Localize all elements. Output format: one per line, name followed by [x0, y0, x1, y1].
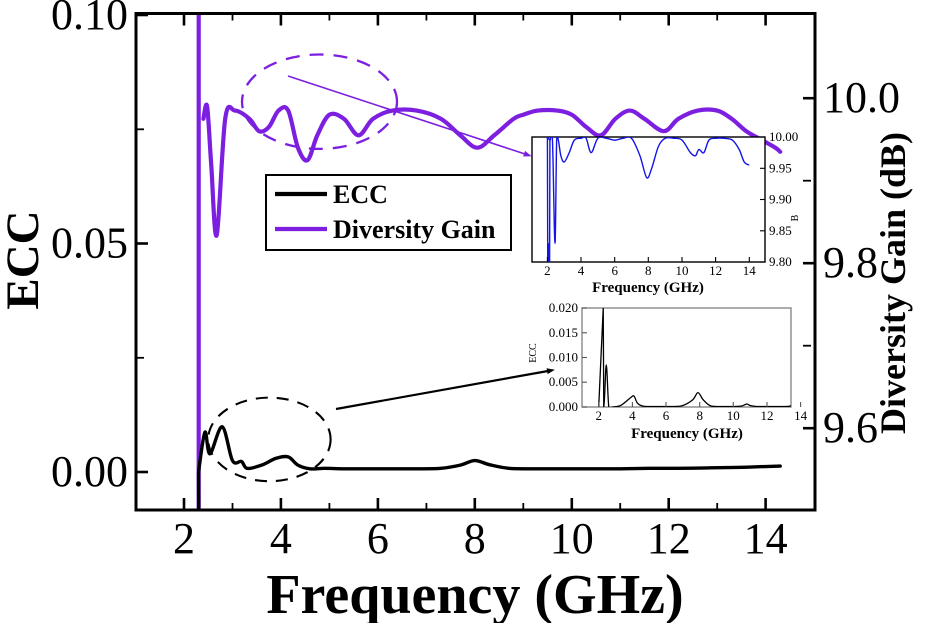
svg-text:2: 2: [595, 408, 602, 423]
svg-text:14: 14: [743, 263, 757, 278]
svg-text:8: 8: [464, 514, 486, 563]
svg-text:4: 4: [578, 263, 585, 278]
svg-text:Frequency (GHz): Frequency (GHz): [592, 280, 704, 296]
svg-text:0.015: 0.015: [549, 325, 578, 340]
svg-text:6: 6: [663, 408, 670, 423]
svg-text:8: 8: [696, 408, 703, 423]
svg-text:14: 14: [794, 408, 808, 423]
svg-text:9.80: 9.80: [769, 254, 792, 269]
svg-text:6: 6: [367, 514, 389, 563]
svg-text:Frequency (GHz): Frequency (GHz): [266, 564, 683, 623]
svg-text:10: 10: [550, 514, 594, 563]
svg-text:Diversity Gain (dB): Diversity Gain (dB): [873, 132, 913, 434]
svg-text:0.005: 0.005: [549, 374, 578, 389]
svg-text:2: 2: [173, 514, 195, 563]
svg-text:0.000: 0.000: [549, 399, 578, 414]
svg-text:6: 6: [611, 263, 618, 278]
svg-text:ECC: ECC: [333, 180, 388, 209]
svg-text:10.00: 10.00: [769, 129, 798, 144]
svg-text:ECC: ECC: [0, 210, 49, 309]
svg-text:0.05: 0.05: [51, 219, 128, 268]
svg-text:B: B: [790, 214, 801, 221]
svg-text:14: 14: [744, 514, 788, 563]
svg-text:9.85: 9.85: [769, 223, 792, 238]
svg-text:4: 4: [270, 514, 292, 563]
svg-text:0.010: 0.010: [549, 350, 578, 365]
svg-text:0.020: 0.020: [549, 300, 578, 315]
svg-text:9.90: 9.90: [769, 192, 792, 207]
svg-text:Diversity Gain: Diversity Gain: [333, 215, 496, 244]
svg-text:9.95: 9.95: [769, 160, 792, 175]
svg-text:8: 8: [645, 263, 652, 278]
svg-text:0.10: 0.10: [51, 0, 128, 39]
svg-text:0.00: 0.00: [51, 447, 128, 496]
svg-text:2: 2: [544, 263, 551, 278]
svg-text:12: 12: [647, 514, 691, 563]
svg-text:12: 12: [761, 408, 774, 423]
svg-text:Frequency (GHz): Frequency (GHz): [631, 426, 743, 442]
svg-text:4: 4: [629, 408, 636, 423]
svg-text:ECC: ECC: [528, 343, 539, 363]
svg-text:9.6: 9.6: [823, 403, 878, 452]
svg-text:10.0: 10.0: [823, 73, 900, 122]
svg-text:10: 10: [727, 408, 740, 423]
svg-text:9.8: 9.8: [823, 238, 878, 287]
svg-text:12: 12: [709, 263, 722, 278]
svg-text:10: 10: [676, 263, 689, 278]
